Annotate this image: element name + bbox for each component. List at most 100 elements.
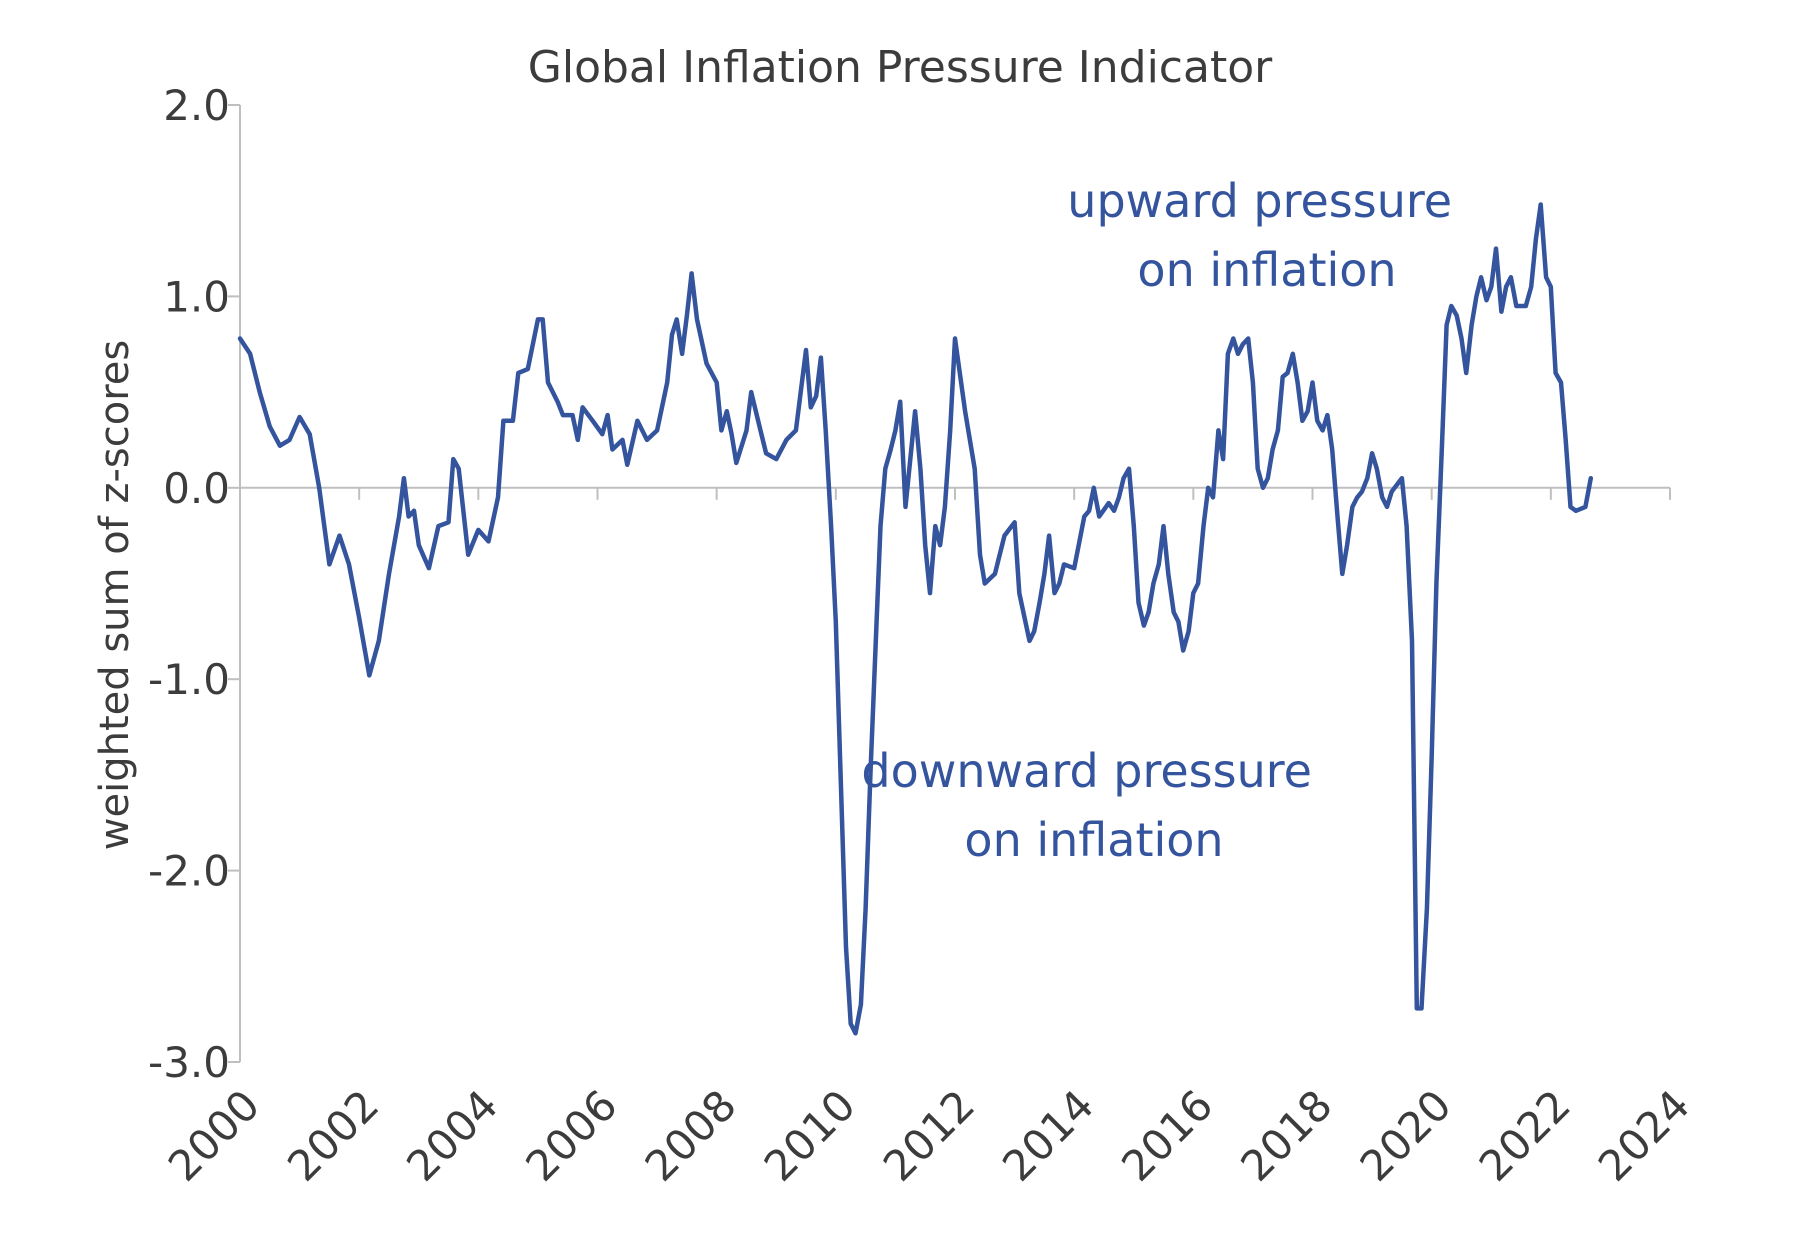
data-point: [695, 317, 699, 321]
data-point: [1559, 381, 1563, 385]
data-point: [1276, 428, 1280, 432]
data-point: [928, 591, 932, 595]
data-point: [1038, 601, 1042, 605]
data-point: [1256, 467, 1260, 471]
data-point: [581, 405, 585, 409]
x-tick-label: 2022: [1470, 1080, 1580, 1190]
data-point: [1216, 428, 1220, 432]
data-point: [1221, 457, 1225, 461]
data-point: [1053, 591, 1057, 595]
data-point: [725, 409, 729, 413]
data-point: [1529, 285, 1533, 289]
data-point: [809, 405, 813, 409]
x-tick-label: 2006: [516, 1080, 626, 1190]
y-tick-label: -3.0: [148, 1038, 230, 1087]
data-point: [317, 486, 321, 490]
data-point: [571, 413, 575, 417]
data-point: [1092, 486, 1096, 490]
data-point: [1132, 524, 1136, 528]
data-point: [1499, 310, 1503, 314]
data-point: [1449, 304, 1453, 308]
x-tick-label: 2012: [874, 1080, 984, 1190]
data-point: [1191, 591, 1195, 595]
data-point: [918, 467, 922, 471]
data-point: [308, 432, 312, 436]
data-point: [1271, 448, 1275, 452]
data-point: [963, 409, 967, 413]
data-point: [451, 457, 455, 461]
data-point: [1291, 352, 1295, 356]
data-point: [1509, 275, 1513, 279]
data-point: [1494, 247, 1498, 251]
data-point: [1157, 562, 1161, 566]
data-point: [1032, 629, 1036, 633]
data-point: [1107, 501, 1111, 505]
data-point: [774, 457, 778, 461]
x-tick-label: 2002: [278, 1080, 388, 1190]
y-tick-label: 1.0: [163, 272, 230, 321]
data-point: [1321, 428, 1325, 432]
data-point: [958, 371, 962, 375]
data-point: [1246, 337, 1250, 341]
data-point: [496, 495, 500, 499]
data-point: [1385, 505, 1389, 509]
data-point: [600, 432, 604, 436]
data-point: [1440, 448, 1444, 452]
y-tick-label: 0.0: [163, 464, 230, 513]
data-point: [883, 467, 887, 471]
data-point: [625, 463, 629, 467]
data-point: [670, 333, 674, 337]
data-point: [1311, 381, 1315, 385]
data-point: [1554, 371, 1558, 375]
data-point: [1196, 582, 1200, 586]
data-point: [1166, 572, 1170, 576]
annotation-downward-pressure: downward pressure on inflation: [861, 744, 1326, 867]
data-point: [759, 432, 763, 436]
data-point: [561, 413, 565, 417]
data-point: [1028, 639, 1032, 643]
data-point: [1281, 375, 1285, 379]
data-point: [864, 907, 868, 911]
data-point: [536, 317, 540, 321]
data-point: [1464, 371, 1468, 375]
data-point: [904, 505, 908, 509]
data-point: [1151, 582, 1155, 586]
y-tick-label: -2.0: [148, 847, 230, 896]
data-point: [397, 515, 401, 519]
y-tick-label: 2.0: [163, 81, 230, 130]
data-point: [1380, 495, 1384, 499]
data-point: [839, 773, 843, 777]
data-point: [1211, 495, 1215, 499]
data-point: [436, 524, 440, 528]
data-point: [402, 476, 406, 480]
annotation-downward-line-1: downward pressure: [861, 744, 1312, 798]
data-point: [1336, 515, 1340, 519]
data-point: [953, 337, 957, 341]
data-point: [1365, 476, 1369, 480]
data-point: [1330, 448, 1334, 452]
data-point: [1087, 509, 1091, 513]
data-point: [665, 381, 669, 385]
data-point: [357, 616, 361, 620]
data-point: [258, 390, 262, 394]
data-point: [367, 673, 371, 677]
data-point: [1425, 907, 1429, 911]
chart-title: Global Inflation Pressure Indicator: [528, 42, 1273, 93]
data-point: [238, 337, 242, 341]
data-point: [794, 428, 798, 432]
data-point: [1524, 304, 1528, 308]
data-point: [1350, 505, 1354, 509]
data-point: [447, 520, 451, 524]
data-point: [680, 352, 684, 356]
data-point: [734, 461, 738, 465]
data-point: [278, 444, 282, 448]
data-point: [377, 639, 381, 643]
data-point: [923, 543, 927, 547]
data-point: [1420, 1006, 1424, 1010]
data-point: [854, 1031, 858, 1035]
data-point: [610, 448, 614, 452]
data-point: [1445, 323, 1449, 327]
x-tick-label: 2020: [1351, 1080, 1461, 1190]
data-point: [1231, 337, 1235, 341]
